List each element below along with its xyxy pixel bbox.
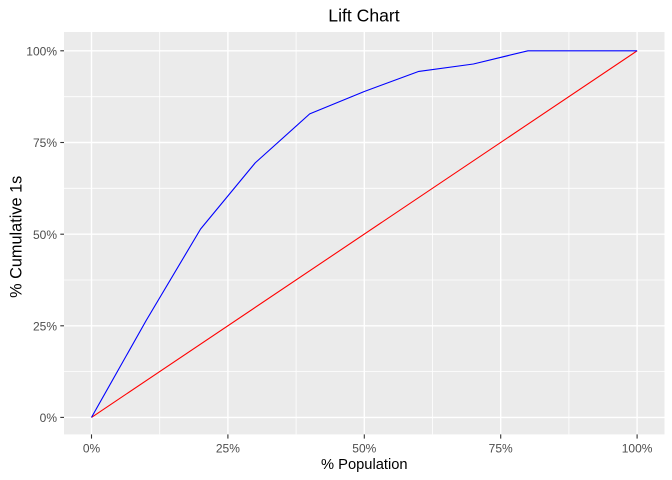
svg-text:% Cumulative 1s: % Cumulative 1s (7, 176, 25, 298)
svg-text:100%: 100% (26, 44, 57, 58)
svg-text:% Population: % Population (321, 457, 408, 473)
svg-text:50%: 50% (352, 441, 376, 455)
svg-text:50%: 50% (33, 228, 57, 242)
svg-text:25%: 25% (33, 319, 57, 333)
svg-text:0%: 0% (83, 441, 101, 455)
svg-text:0%: 0% (40, 411, 58, 425)
svg-text:75%: 75% (489, 441, 513, 455)
svg-text:25%: 25% (216, 441, 240, 455)
svg-text:75%: 75% (33, 136, 57, 150)
svg-text:Lift Chart: Lift Chart (328, 5, 399, 25)
svg-text:100%: 100% (622, 441, 653, 455)
